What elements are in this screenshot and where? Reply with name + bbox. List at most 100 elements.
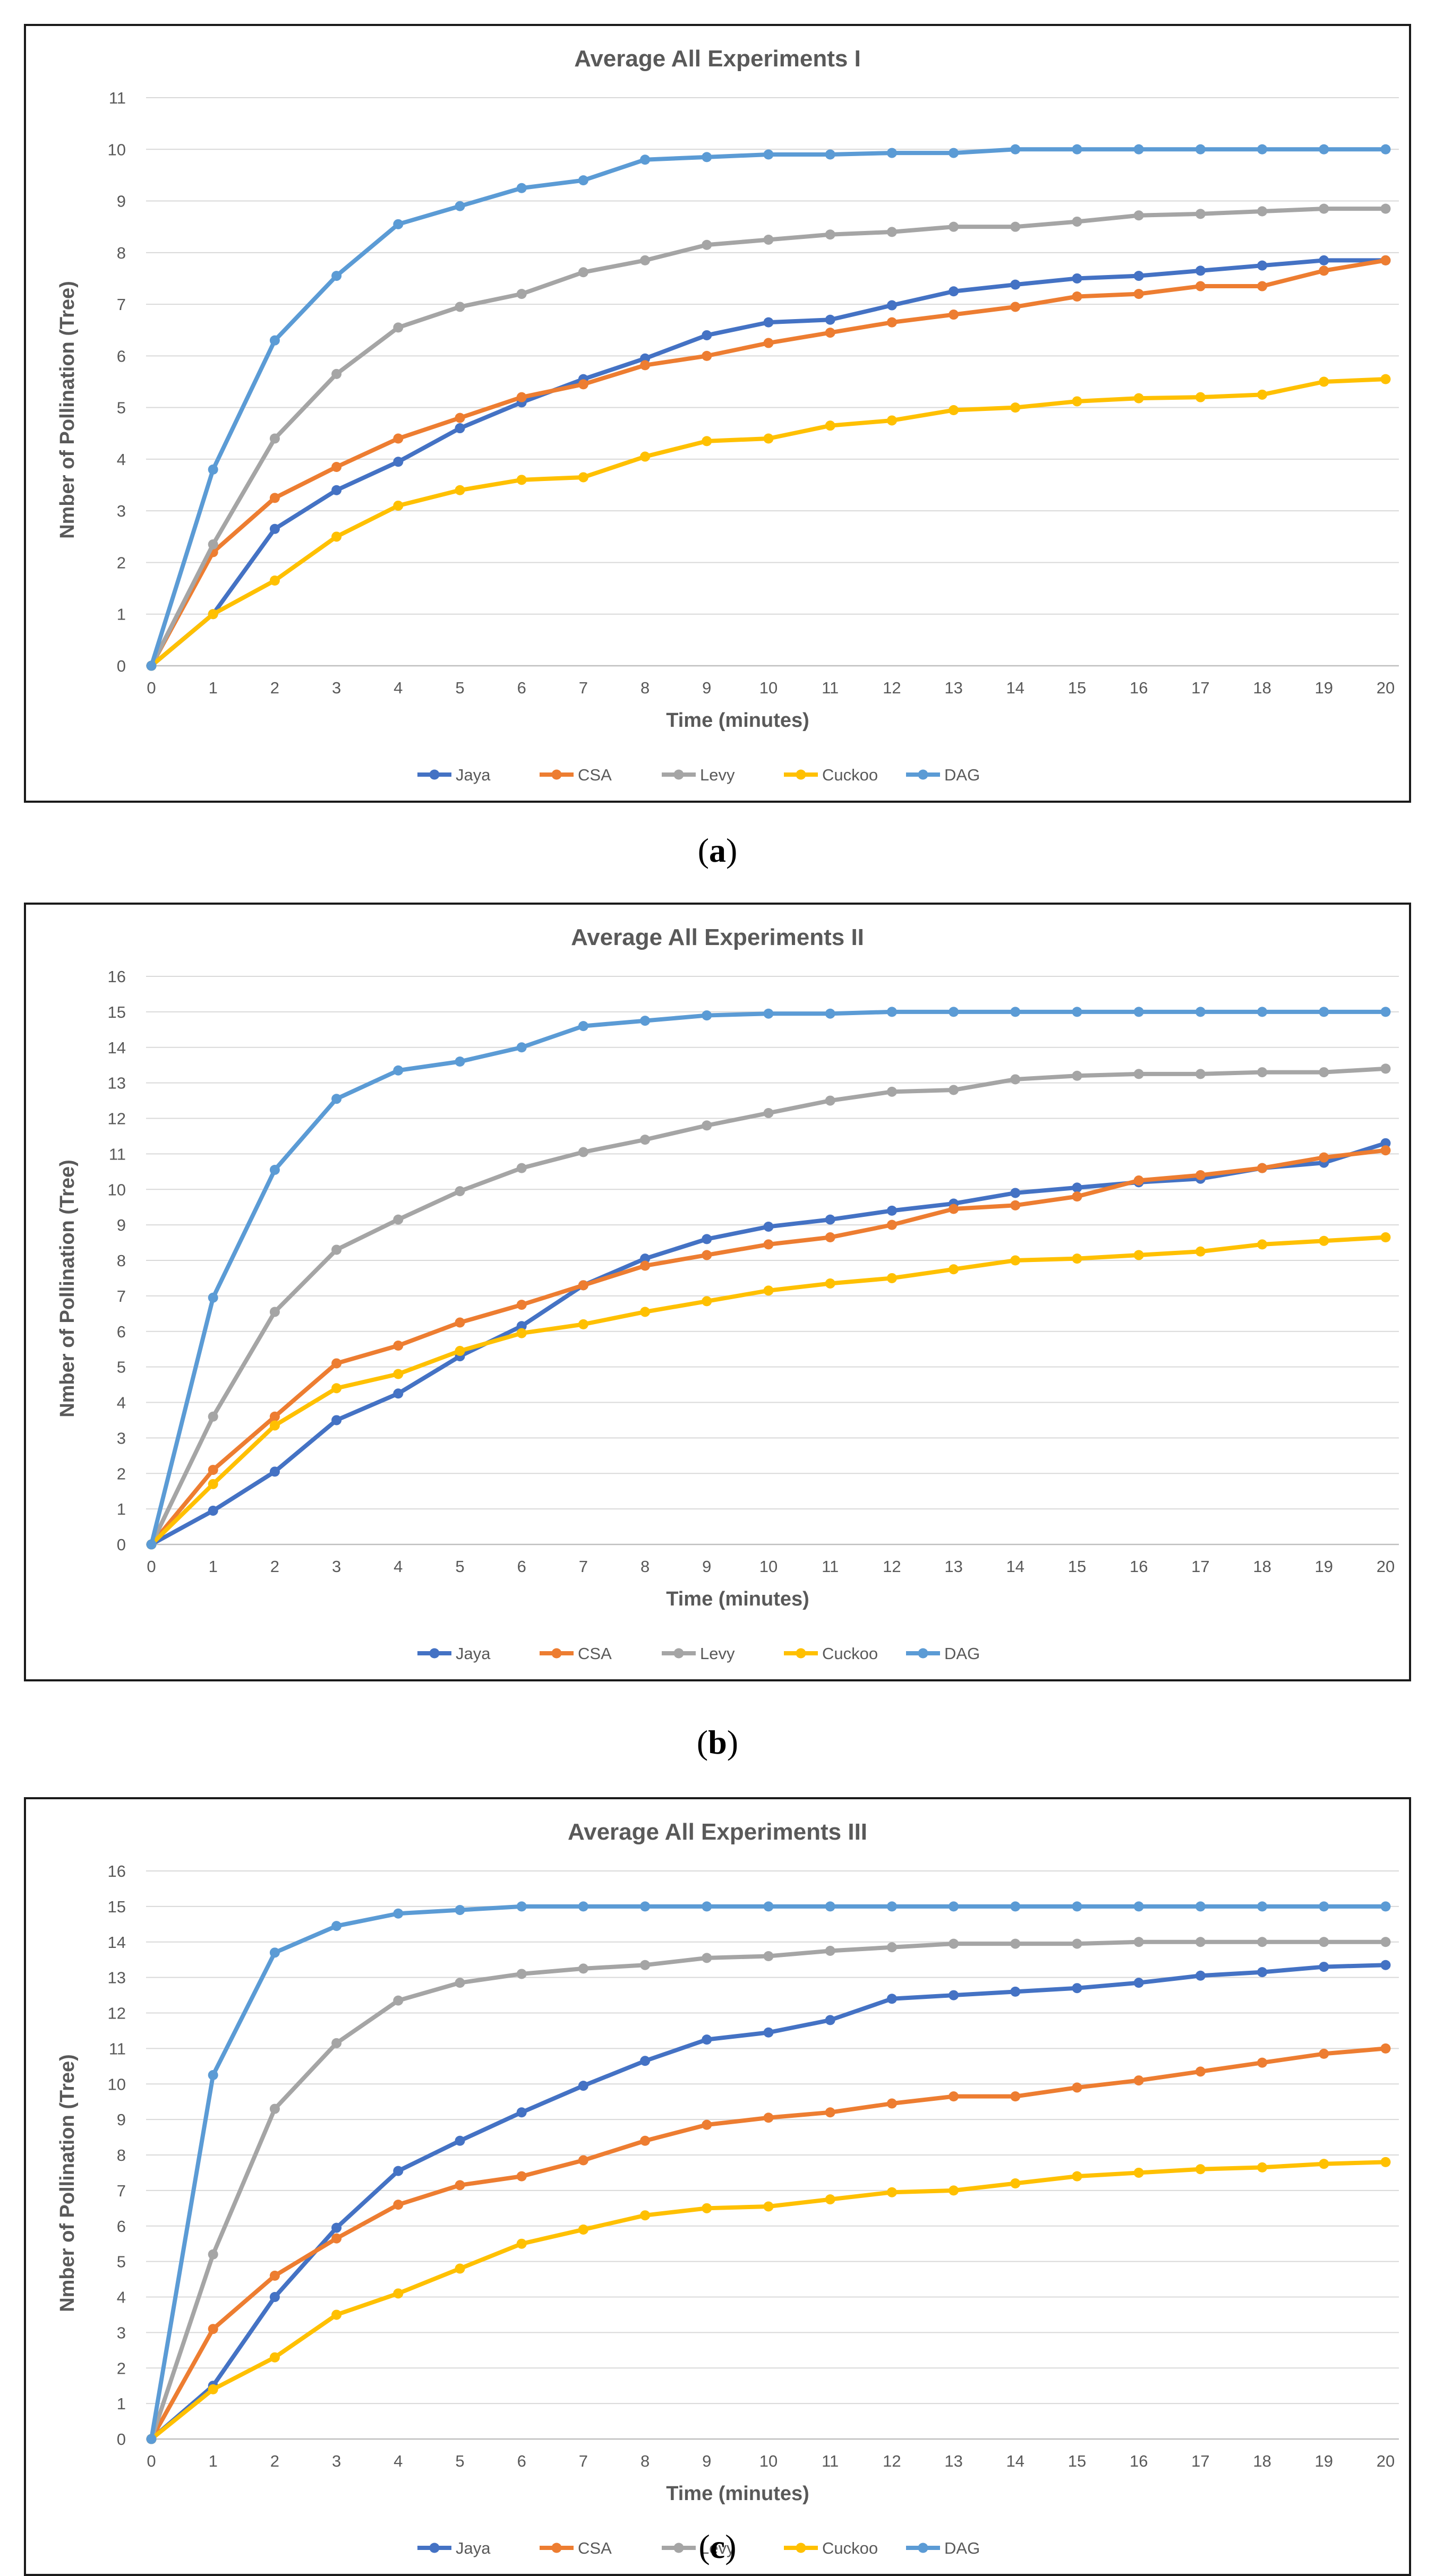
data-point [269, 1466, 280, 1477]
x-tick-label: 0 [147, 679, 156, 697]
legend-swatch-marker [796, 769, 806, 780]
x-tick-label: 8 [640, 2452, 650, 2470]
x-tick-label: 17 [1191, 679, 1209, 697]
data-point [640, 1253, 651, 1264]
legend-swatch-marker [429, 769, 440, 780]
data-point [1072, 273, 1082, 284]
y-tick-label: 12 [108, 1110, 126, 1128]
legend-swatch-marker [673, 769, 684, 780]
x-tick-label: 2 [270, 2452, 279, 2470]
data-point [640, 1901, 651, 1912]
legend-label: Jaya [456, 766, 491, 784]
x-tick-label: 3 [332, 1557, 341, 1576]
data-point [1072, 1070, 1082, 1081]
y-tick-label: 10 [108, 2075, 126, 2093]
series-line [149, 2046, 1388, 2441]
y-tick-label: 2 [117, 553, 126, 572]
legend-label: Jaya [456, 1644, 491, 1663]
data-point [825, 2194, 835, 2205]
legend-swatch-marker [673, 1648, 684, 1659]
data-point [640, 2210, 651, 2221]
data-point [1319, 1235, 1329, 1246]
x-tick-label: 8 [640, 679, 650, 697]
chart-panel-a: Average All Experiments I 0 1 2 3 4 5 6 7 8 9 10 11… [24, 24, 1411, 803]
data-point [1072, 1253, 1082, 1264]
x-tick-label: 10 [759, 679, 778, 697]
data-point [1133, 2167, 1144, 2178]
y-tick-label: 7 [117, 295, 126, 314]
data-point [640, 1307, 651, 1317]
data-point [949, 1007, 959, 1017]
data-point [1380, 1007, 1391, 1017]
x-axis-label: Time (minutes) [666, 709, 809, 732]
legend-item-levy: Levy [662, 2539, 735, 2557]
data-point [455, 485, 465, 495]
data-point [578, 175, 588, 186]
data-point [1257, 1967, 1268, 1978]
data-point [1380, 255, 1391, 265]
data-point [1380, 1960, 1391, 1970]
y-tick-label: 5 [117, 2253, 126, 2271]
y-tick-label: 7 [117, 2182, 126, 2200]
x-tick-label: 20 [1377, 2452, 1395, 2470]
data-point [578, 379, 588, 390]
x-tick-label: 7 [579, 679, 588, 697]
data-point [578, 472, 588, 483]
x-tick-label: 1 [209, 1557, 218, 1576]
legend-swatch-marker [429, 1648, 440, 1659]
data-point [1319, 1007, 1329, 1017]
data-point [886, 415, 897, 426]
legend-swatch-marker [796, 2543, 806, 2553]
data-point [1195, 1007, 1206, 1017]
data-point [208, 1292, 218, 1303]
data-point [269, 1164, 280, 1175]
data-point [702, 1234, 712, 1244]
data-point [1010, 2178, 1021, 2188]
data-point [825, 1278, 835, 1289]
gridlines [146, 97, 1399, 667]
data-point [1380, 144, 1391, 154]
data-point [269, 1307, 280, 1317]
data-point [393, 1369, 404, 1379]
x-tick-label: 18 [1253, 1557, 1271, 1576]
data-point [1257, 2162, 1268, 2173]
x-tick-label: 17 [1191, 2452, 1209, 2470]
data-point [393, 2166, 404, 2176]
data-point [516, 475, 527, 485]
data-point [331, 2222, 342, 2233]
x-tick-label: 12 [883, 2452, 901, 2470]
legend-label: DAG [944, 766, 980, 784]
data-point [1195, 144, 1206, 154]
data-point [825, 1232, 835, 1243]
data-point [208, 539, 218, 549]
data-point [516, 2171, 527, 2182]
x-tick-labels: 0 1 2 3 4 5 6 7 8 9 10 11 12 13 14 15 16 17 18 19 20 [147, 2452, 1395, 2470]
x-tick-label: 5 [455, 2452, 464, 2470]
x-axis-label: Time (minutes) [666, 1588, 809, 1610]
chart-title: Average All Experiments III [568, 1819, 867, 1845]
data-point [886, 148, 897, 158]
legend-item-jaya: Jaya [417, 766, 491, 784]
data-point [269, 433, 280, 444]
line-chart-b: Average All Experiments II 0123456789101… [56, 924, 1399, 1663]
x-tick-label: 11 [822, 679, 839, 697]
data-point [763, 2027, 774, 2038]
data-point [825, 229, 835, 240]
data-point [763, 2113, 774, 2123]
data-point [640, 1135, 651, 1145]
series-jaya [146, 1960, 1391, 2444]
data-point [331, 1358, 342, 1369]
x-tick-label: 4 [394, 2452, 403, 2470]
data-point [763, 1285, 774, 1296]
data-point [1072, 1983, 1082, 1994]
data-point [1072, 144, 1082, 154]
data-point [886, 1086, 897, 1097]
data-point [1257, 260, 1268, 271]
chart-title: Average All Experiments I [574, 46, 861, 72]
data-point [516, 1969, 527, 1979]
y-tick-label: 14 [108, 1038, 126, 1057]
x-tick-label: 14 [1006, 679, 1024, 697]
data-point [516, 392, 527, 402]
x-tick-label: 11 [822, 1557, 839, 1576]
series-line [149, 1009, 1388, 1547]
